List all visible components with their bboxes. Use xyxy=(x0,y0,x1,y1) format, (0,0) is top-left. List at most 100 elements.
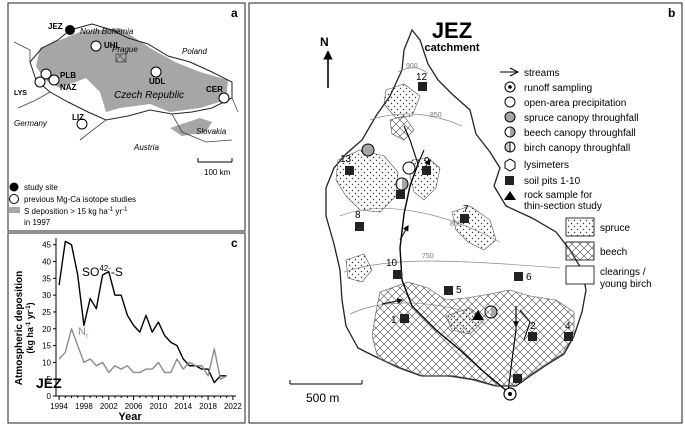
pit-label-8: 7 xyxy=(463,204,469,215)
y-tick-label: 35 xyxy=(42,274,51,283)
series-so4-line xyxy=(58,240,227,384)
pit-label-2: 2 xyxy=(530,321,536,332)
label-slovakia: Slovakia xyxy=(196,127,227,136)
legend-spruce-tf-icon xyxy=(504,111,516,123)
y-tick-label: 15 xyxy=(42,342,51,351)
legend-spruce: spruce xyxy=(600,223,630,234)
contour-label-850: 850 xyxy=(430,112,442,119)
y-tick-label: 0 xyxy=(47,392,52,401)
x-tick-label: 2014 xyxy=(174,402,192,411)
pit-label-5: 5 xyxy=(456,285,462,296)
legend-s-deposition-year: in 1997 xyxy=(24,218,51,227)
pit-8 xyxy=(460,214,469,223)
panel-a-frame xyxy=(7,2,246,232)
pit-label-13: 13 xyxy=(340,154,352,165)
x-tick-label: 1998 xyxy=(75,402,93,411)
panel-c: c 0 5 10 15 20 25 30 35 40 45 1994 1998 2002 2006 2010… xyxy=(7,232,246,424)
pit-label-10: 10 xyxy=(386,258,398,269)
y-tick-label: 10 xyxy=(42,358,51,367)
x-tick-label: 2018 xyxy=(199,402,217,411)
border-de-south xyxy=(17,91,51,109)
legend-study-site: study site xyxy=(24,183,58,192)
label-austria: Austria xyxy=(133,143,159,152)
pit-label-12: 12 xyxy=(416,72,428,83)
map-title: JEZ xyxy=(432,18,472,43)
label-prague: Prague xyxy=(112,45,138,54)
pit-6 xyxy=(514,272,523,281)
legend-beech: beech xyxy=(600,247,627,258)
y-tick-label: 40 xyxy=(42,258,51,267)
spruce-patch-1 xyxy=(383,83,421,119)
series-n-line xyxy=(58,328,228,380)
legend-s-deposition: S deposition > 15 kg ha-1 yr-1 xyxy=(24,207,128,216)
pit-13 xyxy=(345,166,354,175)
label-jez: JEZ xyxy=(48,22,63,31)
chart-series xyxy=(58,240,228,384)
pit-label-9: 9 xyxy=(424,156,430,167)
s-deposition-area xyxy=(36,28,228,112)
beech-area xyxy=(371,281,575,387)
scale-label-a: 100 km xyxy=(204,168,231,177)
contour-900 xyxy=(397,67,429,75)
map-legend: streams runoff sampling open-area precip… xyxy=(500,67,652,290)
border-at-sk xyxy=(171,113,233,143)
legend-rock-1: rock sample for xyxy=(524,190,593,201)
legend-runoff-dot xyxy=(508,85,512,89)
legend-runoff: runoff sampling xyxy=(524,83,592,94)
legend-rock-2: thin-section study xyxy=(524,201,602,212)
label-germany: Germany xyxy=(14,119,48,128)
panel-a: a JEZ North Bohemia UHL PLB NAZ LYS Prag… xyxy=(7,2,246,232)
contour-label-750: 750 xyxy=(422,253,434,260)
label-czech-republic: Czech Republic xyxy=(114,90,184,101)
legend-soil-pits: soil pits 1-10 xyxy=(524,176,581,187)
chart-axes: 0 5 10 15 20 25 30 35 40 45 1994 1998 2002 2006 2010 20… xyxy=(42,238,242,411)
legend-streams-icon xyxy=(500,67,520,77)
legend-clearings-swatch xyxy=(565,265,595,285)
pit-4 xyxy=(564,332,573,341)
panel-c-frame xyxy=(7,232,246,424)
y-tick-label: 5 xyxy=(47,375,52,384)
label-lys: LYS xyxy=(14,90,27,97)
x-tick-label: 1994 xyxy=(50,402,68,411)
pit-9 xyxy=(422,166,431,175)
prague-area xyxy=(115,53,127,63)
map-subtitle: catchment xyxy=(424,42,479,54)
label-udl: UDL xyxy=(149,77,166,86)
pit-label-1: 1 xyxy=(391,315,397,326)
pit-3 xyxy=(513,374,522,383)
label-poland: Poland xyxy=(182,47,207,56)
stream-main xyxy=(399,163,509,393)
legend-beech-tf-icon xyxy=(504,126,516,138)
legend-spruce-tf: spruce canopy throughfall xyxy=(524,113,639,124)
site-uhl-marker xyxy=(90,40,102,52)
contour-850 xyxy=(369,113,463,127)
site-udl-marker xyxy=(150,66,162,78)
pit-label-4: 4 xyxy=(565,321,571,332)
chart-xlabel: Year xyxy=(118,411,142,423)
scale-label-b: 500 m xyxy=(306,391,339,405)
y-tick-label: 45 xyxy=(42,241,51,250)
pit-7 xyxy=(355,222,364,231)
border-de-north xyxy=(13,41,31,62)
x-tick-label: 2002 xyxy=(100,402,118,411)
legend-clearings-2: young birch xyxy=(600,279,652,290)
s-deposition-area-south xyxy=(170,118,212,136)
pit-2 xyxy=(528,332,537,341)
stream-upper xyxy=(403,125,425,166)
x-tick-label: 2010 xyxy=(150,402,168,411)
contour-750 xyxy=(343,260,561,273)
label-liz: LIZ xyxy=(72,113,84,122)
beech-throughfall-marker xyxy=(484,305,498,319)
panel-b-letter: b xyxy=(668,6,675,20)
pit-1 xyxy=(400,314,409,323)
pit-label-7: 8 xyxy=(355,210,361,221)
series-label-n: Nr xyxy=(78,326,89,340)
stream-tributary-west xyxy=(381,297,404,305)
open-area-marker xyxy=(402,161,416,175)
legend-spruce-swatch xyxy=(565,217,595,237)
legend-previous: previous Mg-Ca isotope studies xyxy=(24,195,136,204)
y-tick-label: 20 xyxy=(42,325,51,334)
runoff-marker-dot xyxy=(508,392,512,396)
chart-ylabel-unit: (kg ha-1 yr-1) xyxy=(25,302,35,353)
